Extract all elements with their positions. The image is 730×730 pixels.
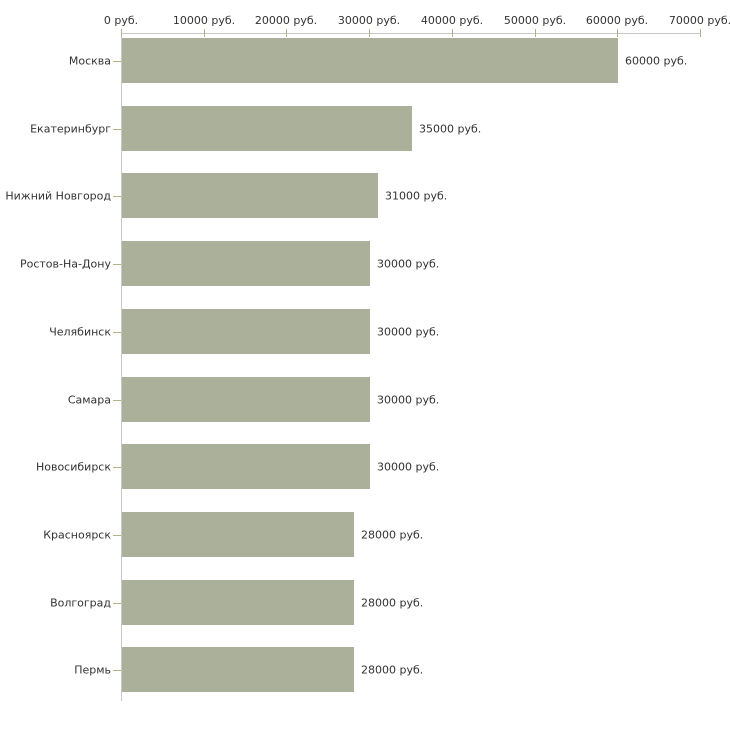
value-label: 30000 руб. <box>377 257 440 270</box>
x-axis-tick <box>121 29 122 37</box>
bar <box>122 309 370 354</box>
category-label: Ростов-На-Дону <box>19 257 111 270</box>
category-label: Москва <box>68 54 111 67</box>
y-axis-tick <box>113 467 121 468</box>
x-axis-tick-label: 40000 руб. <box>420 14 484 27</box>
category-label: Нижний Новгород <box>5 189 111 202</box>
y-axis-tick <box>113 670 121 671</box>
x-axis-tick-label: 30000 руб. <box>337 14 401 27</box>
x-axis-tick <box>617 29 618 37</box>
value-label: 28000 руб. <box>361 663 424 676</box>
y-axis-tick <box>113 264 121 265</box>
bar <box>122 106 412 151</box>
value-label: 30000 руб. <box>377 325 440 338</box>
y-axis-tick <box>113 196 121 197</box>
x-axis-tick-label: 50000 руб. <box>503 14 567 27</box>
category-label: Самара <box>67 393 111 406</box>
category-label: Пермь <box>74 663 111 676</box>
y-axis-tick <box>113 603 121 604</box>
bar <box>122 444 370 489</box>
value-label: 31000 руб. <box>385 189 448 202</box>
x-axis-tick <box>369 29 370 37</box>
x-axis-tick-label: 60000 руб. <box>585 14 649 27</box>
x-axis-line <box>121 33 700 34</box>
bar <box>122 38 618 83</box>
y-axis-tick <box>113 129 121 130</box>
x-axis-tick-label: 10000 руб. <box>172 14 236 27</box>
bar <box>122 580 354 625</box>
x-axis-tick <box>452 29 453 37</box>
value-label: 28000 руб. <box>361 596 424 609</box>
x-axis-tick <box>286 29 287 37</box>
category-label: Волгоград <box>50 596 111 609</box>
x-axis-tick <box>535 29 536 37</box>
value-label: 30000 руб. <box>377 460 440 473</box>
y-axis-tick <box>113 61 121 62</box>
category-label: Екатеринбург <box>30 122 111 135</box>
x-axis-tick <box>204 29 205 37</box>
x-axis-tick-label: 70000 руб. <box>668 14 730 27</box>
category-label: Красноярск <box>43 528 111 541</box>
category-label: Челябинск <box>49 325 111 338</box>
category-label: Новосибирск <box>35 460 111 473</box>
value-label: 60000 руб. <box>625 54 688 67</box>
bar <box>122 647 354 692</box>
bar <box>122 512 354 557</box>
value-label: 28000 руб. <box>361 528 424 541</box>
value-label: 35000 руб. <box>419 122 482 135</box>
value-label: 30000 руб. <box>377 393 440 406</box>
x-axis-tick <box>700 29 701 37</box>
y-axis-tick <box>113 535 121 536</box>
x-axis-tick-label: 20000 руб. <box>254 14 318 27</box>
y-axis-tick <box>113 400 121 401</box>
bar <box>122 241 370 286</box>
bar <box>122 377 370 422</box>
y-axis-tick <box>113 332 121 333</box>
bar <box>122 173 378 218</box>
y-axis-line <box>121 33 122 701</box>
x-axis-tick-label: 0 руб. <box>103 14 139 27</box>
